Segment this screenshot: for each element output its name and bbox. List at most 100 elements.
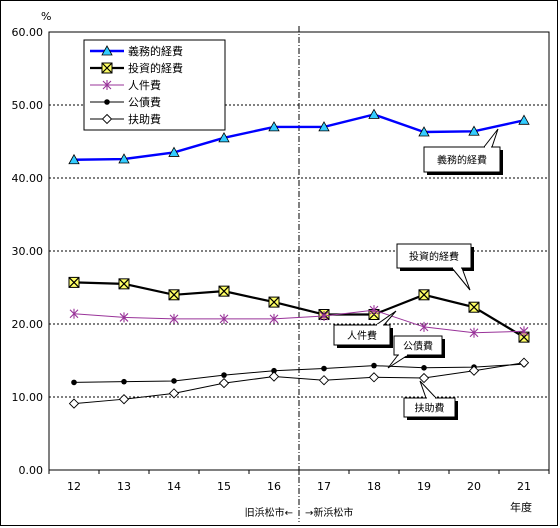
divider-left-label: 旧浜松市← — [245, 506, 293, 519]
callout-box — [396, 243, 472, 269]
y-axis-tick-labels: 0.00 10.00 20.00 30.00 40.00 50.00 60.00 — [12, 26, 44, 477]
legend-label: 義務的経費 — [128, 44, 183, 58]
y-tick-label: 20.00 — [12, 318, 44, 331]
data-point — [119, 312, 129, 323]
marker-x — [268, 296, 280, 308]
legend-label: 扶助費 — [128, 112, 161, 126]
callout-box — [393, 335, 443, 356]
y-axis-unit: % — [41, 10, 51, 23]
x-axis-unit: 年度 — [510, 500, 532, 514]
data-point — [101, 62, 113, 74]
data-point — [421, 365, 427, 371]
marker-x — [101, 62, 113, 74]
x-tick-label: 20 — [467, 480, 481, 493]
data-point — [101, 113, 113, 125]
data-point — [102, 80, 112, 90]
legend-entry: 投資的経費 — [90, 61, 183, 75]
series-line — [73, 363, 525, 383]
data-point — [418, 289, 430, 301]
marker-x — [168, 289, 180, 301]
data-point — [371, 362, 377, 369]
callout-label: 人件費 — [347, 329, 377, 342]
y-tick-label: 10.00 — [12, 391, 44, 404]
callout-pointer — [419, 380, 438, 399]
era-divider: 旧浜松市← →新浜松市 — [245, 26, 353, 522]
x-tick-label: 19 — [417, 480, 431, 493]
callout-box — [423, 146, 501, 173]
data-point — [321, 365, 327, 372]
data-point — [269, 313, 279, 324]
data-point — [121, 378, 127, 385]
series-line — [73, 281, 525, 339]
data-point — [318, 375, 330, 386]
series-line — [73, 113, 525, 161]
data-point — [518, 357, 530, 368]
divider-right-label: →新浜松市 — [305, 506, 353, 519]
y-tick-label: 0.00 — [19, 464, 44, 477]
series-5 — [68, 357, 530, 409]
data-point — [468, 301, 480, 313]
callout-pointer — [387, 354, 410, 369]
data-point — [118, 153, 130, 164]
data-point — [268, 121, 280, 132]
marker-x — [518, 331, 530, 343]
data-point — [168, 146, 180, 157]
data-point — [168, 289, 180, 301]
callout-label: 公債費 — [403, 340, 433, 353]
data-point — [218, 132, 230, 143]
data-point — [319, 310, 329, 321]
x-tick-label: 13 — [117, 480, 131, 493]
legend-entry: 義務的経費 — [90, 44, 183, 58]
data-point — [218, 377, 230, 389]
legend-entry: 人件費 — [90, 78, 161, 92]
x-tick-label: 21 — [517, 480, 531, 493]
callout-pointer — [482, 128, 499, 148]
data-point — [101, 45, 113, 56]
legend-entry: 扶助費 — [90, 112, 161, 126]
marker-x — [118, 278, 130, 290]
data-point — [118, 394, 130, 405]
data-point — [168, 388, 180, 399]
callout: 投資的経費 — [396, 243, 474, 291]
data-point — [68, 276, 80, 288]
data-point — [219, 313, 229, 324]
x-tick-label: 15 — [217, 480, 231, 493]
series-1 — [68, 108, 530, 165]
data-point — [518, 331, 530, 343]
data-point — [418, 126, 430, 137]
data-point — [469, 327, 479, 338]
legend-label: 投資的経費 — [128, 61, 183, 75]
callout: 人件費 — [333, 310, 397, 348]
y-tick-label: 40.00 — [12, 172, 44, 185]
callout-box — [333, 324, 391, 346]
data-point — [369, 305, 379, 316]
data-point — [418, 372, 430, 384]
data-point — [71, 379, 77, 386]
marker-x — [218, 285, 230, 297]
data-point — [268, 296, 280, 308]
data-point — [468, 125, 480, 136]
data-point — [68, 398, 80, 409]
data-point — [519, 326, 529, 337]
data-point — [419, 321, 429, 332]
callout-pointer — [450, 267, 471, 291]
data-point — [368, 372, 380, 383]
data-point — [169, 313, 179, 324]
y-tick-label: 30.00 — [12, 245, 44, 258]
data-point — [118, 278, 130, 290]
callout: 公債費 — [387, 335, 445, 369]
series-line — [73, 309, 525, 334]
series-group — [68, 108, 530, 409]
data-point — [68, 153, 80, 165]
data-point — [268, 371, 280, 382]
callout-label: 投資的経費 — [409, 250, 459, 263]
y-tick-label: 50.00 — [12, 99, 44, 112]
marker-x — [418, 289, 430, 301]
series-3 — [69, 305, 529, 338]
marker-x — [468, 301, 480, 313]
data-point — [69, 308, 79, 319]
series-line — [73, 362, 525, 405]
data-point — [468, 365, 480, 376]
data-point — [271, 367, 277, 374]
